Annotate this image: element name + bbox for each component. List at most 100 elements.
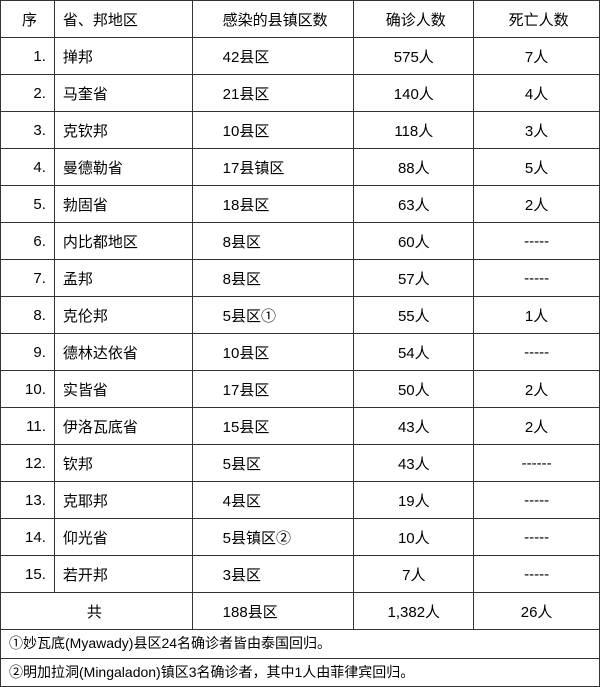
- header-seq: 序: [1, 1, 55, 38]
- cell-region: 伊洛瓦底省: [54, 408, 192, 445]
- cell-counties: 8县区: [192, 223, 354, 260]
- cell-region: 内比都地区: [54, 223, 192, 260]
- cell-deaths: -----: [474, 482, 600, 519]
- cell-confirmed: 140人: [354, 75, 474, 112]
- cell-seq: 2.: [1, 75, 55, 112]
- cell-counties: 15县区: [192, 408, 354, 445]
- cell-deaths: -----: [474, 223, 600, 260]
- cell-region: 勃固省: [54, 186, 192, 223]
- cell-deaths: -----: [474, 260, 600, 297]
- cell-total-deaths: 26人: [474, 593, 600, 630]
- cell-region: 克钦邦: [54, 112, 192, 149]
- cell-region: 掸邦: [54, 38, 192, 75]
- table-row: 1.掸邦42县区575人7人: [1, 38, 600, 75]
- cell-region: 克伦邦: [54, 297, 192, 334]
- cell-seq: 5.: [1, 186, 55, 223]
- cell-seq: 3.: [1, 112, 55, 149]
- cell-confirmed: 63人: [354, 186, 474, 223]
- cell-seq: 9.: [1, 334, 55, 371]
- cell-region: 马奎省: [54, 75, 192, 112]
- cell-confirmed: 43人: [354, 408, 474, 445]
- cell-confirmed: 55人: [354, 297, 474, 334]
- cell-region: 若开邦: [54, 556, 192, 593]
- table-row: 7.孟邦8县区57人-----: [1, 260, 600, 297]
- table-row: 12.钦邦5县区43人------: [1, 445, 600, 482]
- cell-total-counties: 188县区: [192, 593, 354, 630]
- cell-deaths: 1人: [474, 297, 600, 334]
- table-row: 11.伊洛瓦底省15县区43人2人: [1, 408, 600, 445]
- cell-counties: 42县区: [192, 38, 354, 75]
- cell-counties: 17县区: [192, 371, 354, 408]
- cell-counties: 5县区: [192, 445, 354, 482]
- cell-seq: 8.: [1, 297, 55, 334]
- cell-deaths: 2人: [474, 408, 600, 445]
- header-deaths: 死亡人数: [474, 1, 600, 38]
- cell-counties: 10县区: [192, 112, 354, 149]
- table-row: 4.曼德勒省17县镇区88人5人: [1, 149, 600, 186]
- table-body: 1.掸邦42县区575人7人2.马奎省21县区140人4人3.克钦邦10县区11…: [1, 38, 600, 687]
- header-counties: 感染的县镇区数: [192, 1, 354, 38]
- cell-seq: 10.: [1, 371, 55, 408]
- cell-deaths: 5人: [474, 149, 600, 186]
- cell-confirmed: 50人: [354, 371, 474, 408]
- cell-seq: 6.: [1, 223, 55, 260]
- table-note-row: ②明加拉洞(Mingaladon)镇区3名确诊者，其中1人由菲律宾回归。: [1, 658, 600, 687]
- table-row: 15.若开邦3县区7人-----: [1, 556, 600, 593]
- cell-deaths: 3人: [474, 112, 600, 149]
- cell-counties: 5县区①: [192, 297, 354, 334]
- cell-region: 克耶邦: [54, 482, 192, 519]
- cell-confirmed: 54人: [354, 334, 474, 371]
- cell-seq: 1.: [1, 38, 55, 75]
- cell-deaths: ------: [474, 445, 600, 482]
- cell-confirmed: 7人: [354, 556, 474, 593]
- cell-seq: 14.: [1, 519, 55, 556]
- cell-confirmed: 88人: [354, 149, 474, 186]
- cell-seq: 4.: [1, 149, 55, 186]
- table-row: 9.德林达依省10县区54人-----: [1, 334, 600, 371]
- cell-counties: 4县区: [192, 482, 354, 519]
- table-row: 14.仰光省5县镇区②10人-----: [1, 519, 600, 556]
- table-row: 3.克钦邦10县区118人3人: [1, 112, 600, 149]
- cell-confirmed: 57人: [354, 260, 474, 297]
- cell-seq: 13.: [1, 482, 55, 519]
- table-row: 13.克耶邦4县区19人-----: [1, 482, 600, 519]
- cell-confirmed: 43人: [354, 445, 474, 482]
- cell-confirmed: 575人: [354, 38, 474, 75]
- cell-region: 德林达依省: [54, 334, 192, 371]
- table-header-row: 序 省、邦地区 感染的县镇区数 确诊人数 死亡人数: [1, 1, 600, 38]
- cell-region: 仰光省: [54, 519, 192, 556]
- table-note-row: ①妙瓦底(Myawady)县区24名确诊者皆由泰国回归。: [1, 630, 600, 659]
- cell-total-label: 共: [1, 593, 193, 630]
- cell-note: ②明加拉洞(Mingaladon)镇区3名确诊者，其中1人由菲律宾回归。: [1, 658, 600, 687]
- cell-counties: 8县区: [192, 260, 354, 297]
- cell-region: 曼德勒省: [54, 149, 192, 186]
- covid-table: 序 省、邦地区 感染的县镇区数 确诊人数 死亡人数 1.掸邦42县区575人7人…: [0, 0, 600, 687]
- table-row: 10.实皆省17县区50人2人: [1, 371, 600, 408]
- cell-confirmed: 19人: [354, 482, 474, 519]
- cell-seq: 15.: [1, 556, 55, 593]
- cell-counties: 5县镇区②: [192, 519, 354, 556]
- table-total-row: 共188县区1,382人26人: [1, 593, 600, 630]
- cell-confirmed: 10人: [354, 519, 474, 556]
- cell-seq: 12.: [1, 445, 55, 482]
- header-region: 省、邦地区: [54, 1, 192, 38]
- cell-confirmed: 118人: [354, 112, 474, 149]
- cell-region: 孟邦: [54, 260, 192, 297]
- cell-region: 实皆省: [54, 371, 192, 408]
- cell-deaths: -----: [474, 519, 600, 556]
- cell-total-confirmed: 1,382人: [354, 593, 474, 630]
- cell-counties: 3县区: [192, 556, 354, 593]
- cell-region: 钦邦: [54, 445, 192, 482]
- cell-confirmed: 60人: [354, 223, 474, 260]
- cell-counties: 17县镇区: [192, 149, 354, 186]
- table-row: 6.内比都地区8县区60人-----: [1, 223, 600, 260]
- table-row: 8.克伦邦5县区①55人1人: [1, 297, 600, 334]
- cell-note: ①妙瓦底(Myawady)县区24名确诊者皆由泰国回归。: [1, 630, 600, 659]
- cell-deaths: 2人: [474, 186, 600, 223]
- cell-deaths: -----: [474, 556, 600, 593]
- cell-seq: 11.: [1, 408, 55, 445]
- cell-deaths: 7人: [474, 38, 600, 75]
- covid-table-container: 序 省、邦地区 感染的县镇区数 确诊人数 死亡人数 1.掸邦42县区575人7人…: [0, 0, 600, 687]
- cell-deaths: 4人: [474, 75, 600, 112]
- cell-seq: 7.: [1, 260, 55, 297]
